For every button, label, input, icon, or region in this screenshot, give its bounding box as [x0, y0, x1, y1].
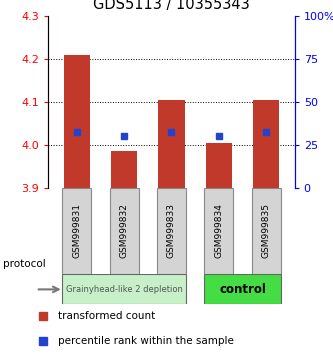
Text: control: control — [219, 283, 266, 296]
Text: GSM999831: GSM999831 — [72, 204, 81, 258]
Bar — [204, 274, 281, 304]
Text: GSM999835: GSM999835 — [262, 204, 271, 258]
Bar — [252, 188, 281, 274]
Bar — [204, 188, 233, 274]
Bar — [253, 99, 279, 188]
Bar — [206, 143, 232, 188]
Bar — [64, 55, 90, 188]
Text: GSM999832: GSM999832 — [120, 204, 129, 258]
Bar — [62, 188, 91, 274]
Text: transformed count: transformed count — [58, 311, 156, 321]
Bar — [159, 99, 184, 188]
Title: GDS5113 / 10355343: GDS5113 / 10355343 — [93, 0, 250, 12]
Text: GSM999833: GSM999833 — [167, 204, 176, 258]
Text: protocol: protocol — [3, 259, 46, 269]
Bar — [111, 151, 137, 188]
Bar — [110, 188, 139, 274]
Text: percentile rank within the sample: percentile rank within the sample — [58, 336, 234, 346]
Text: Grainyhead-like 2 depletion: Grainyhead-like 2 depletion — [66, 285, 182, 294]
Bar — [157, 188, 186, 274]
Text: GSM999834: GSM999834 — [214, 204, 223, 258]
Bar — [62, 274, 186, 304]
